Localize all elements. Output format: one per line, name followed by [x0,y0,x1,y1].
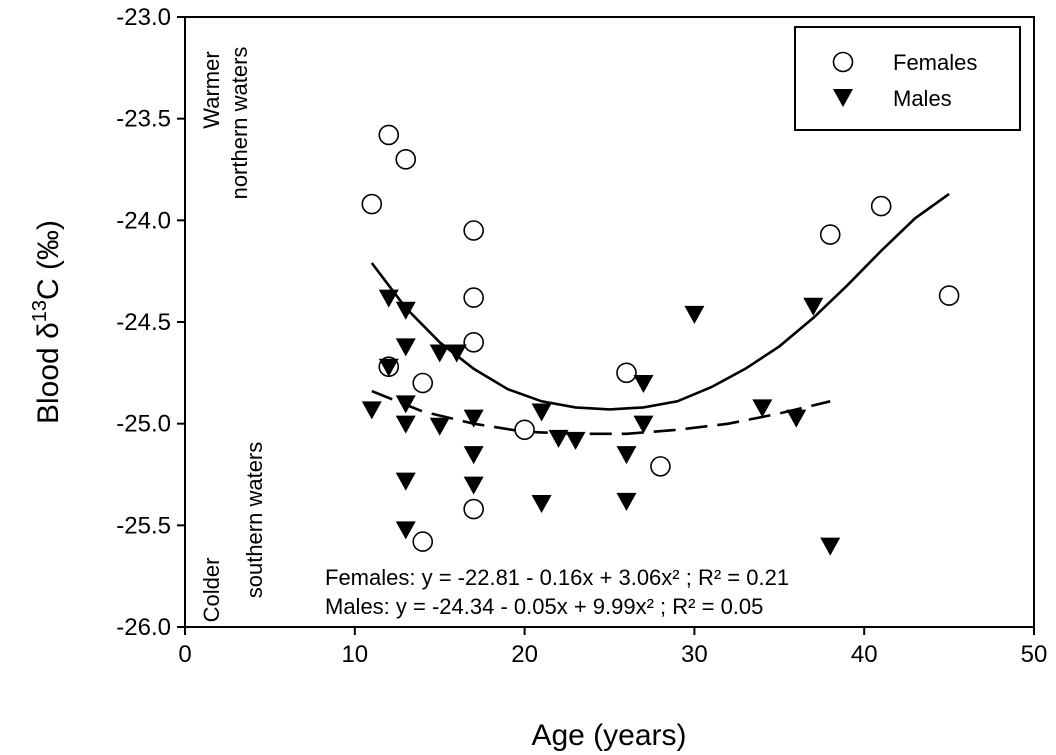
axis-ticks: 0 10 20 30 40 50 -26.0 -25.5 -25.0 -24.5 -24.0 -23.… [116,4,1047,668]
equation-females: Females: y = -22.81 - 0.16x + 3.06x² ; R… [325,565,789,590]
y-tick-label: -23.0 [116,4,171,31]
female-point [463,220,484,241]
female-point [463,287,484,308]
male-point [633,415,654,434]
male-point [395,521,416,540]
y-tick-label: -25.0 [116,411,171,438]
male-point [446,344,467,363]
males-fit-curve [371,389,831,436]
male-point [429,417,450,436]
data-points [361,124,960,556]
female-point [650,456,671,477]
female-point [412,531,434,552]
male-point [752,399,773,418]
male-point [463,409,484,428]
x-tick-label: 0 [178,641,191,668]
x-tick-label: 50 [1021,641,1048,668]
warm-label-line2: northern waters [227,47,252,200]
male-point [395,301,416,320]
male-point [616,492,637,511]
legend-box [794,26,1021,131]
male-point [633,375,654,393]
male-point [429,344,450,363]
fit-curves [370,192,950,436]
male-point [616,446,637,465]
male-point [378,358,399,377]
male-point [395,415,416,434]
female-point [616,362,637,384]
x-axis-title: Age (years) [531,719,686,752]
female-point [514,419,535,441]
male-point [378,289,399,308]
x-tick-label: 10 [341,641,368,668]
male-point [395,395,416,414]
male-point [531,494,552,513]
cold-label-line2: southern waters [242,442,267,599]
legend-male-marker [833,89,853,107]
male-point [548,429,569,448]
female-point [463,332,484,353]
female-point [361,193,383,215]
legend-label-males: Males [893,86,952,111]
legend-female-marker [832,51,854,73]
female-point [870,195,892,217]
male-point [684,305,705,324]
female-point [938,285,960,306]
y-tick-label: -26.0 [116,614,171,641]
female-point [378,124,400,146]
x-tick-label: 40 [851,641,878,668]
legend: Females Males [794,26,1021,131]
male-point [361,401,382,420]
equation-males: Males: y = -24.34 - 0.05x + 9.99x² ; R² … [325,594,763,619]
y-tick-label: -24.5 [116,309,171,336]
male-point [395,472,416,491]
female-point [463,498,484,520]
male-point [786,409,807,428]
legend-label-females: Females [893,50,977,75]
female-point [395,149,417,170]
cold-label-line1: Colder [199,558,224,623]
female-point [819,224,841,245]
y-tick-label: -25.5 [116,512,171,539]
male-point [395,338,416,357]
warm-label-line1: Warmer [199,51,224,128]
x-tick-label: 30 [681,641,708,668]
male-point [463,476,484,495]
y-tick-label: -23.5 [116,106,171,133]
male-point [820,537,841,556]
male-point [565,431,586,450]
y-axis-title: Blood δ13C (‰) [29,220,65,424]
female-point [412,372,434,394]
male-point [463,446,484,465]
y-tick-label: -24.0 [116,207,171,234]
male-point [803,297,824,316]
male-point [531,403,552,422]
x-tick-label: 20 [511,641,538,668]
females-fit-curve [370,192,950,411]
